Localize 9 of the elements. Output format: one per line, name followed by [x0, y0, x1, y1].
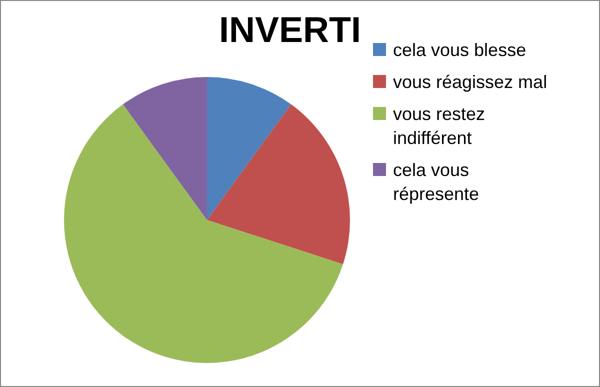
legend-label: vous réagissez mal: [393, 72, 548, 92]
pie-slice: [207, 104, 350, 264]
pie-slice: [122, 77, 207, 220]
legend-label: cela vous répresente: [393, 160, 480, 204]
pie-slice: [207, 77, 292, 220]
legend-label: vous restez indifférent: [393, 104, 486, 148]
chart-title: INVERTI: [218, 9, 362, 50]
pie-slice: [64, 104, 343, 363]
legend-label: cela vous blesse: [393, 40, 526, 60]
